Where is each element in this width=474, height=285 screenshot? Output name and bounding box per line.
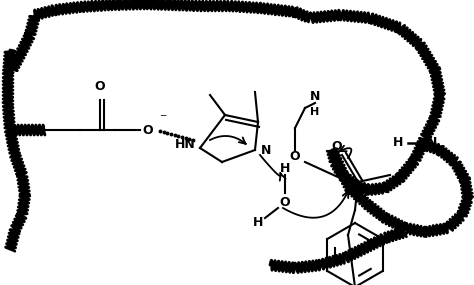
Text: O: O [280,196,290,209]
Text: O: O [95,80,105,93]
Text: R: R [397,168,406,182]
Text: O: O [290,150,301,164]
Text: H: H [310,107,319,117]
Text: H: H [280,162,290,174]
Text: HN: HN [175,139,196,152]
Text: O: O [332,141,342,154]
Text: N: N [261,144,272,156]
Text: H: H [393,137,403,150]
Text: $^{-}$: $^{-}$ [159,113,167,125]
Text: N: N [427,137,437,150]
Text: O: O [143,123,153,137]
Text: H: H [253,217,263,229]
Text: N: N [310,91,320,103]
